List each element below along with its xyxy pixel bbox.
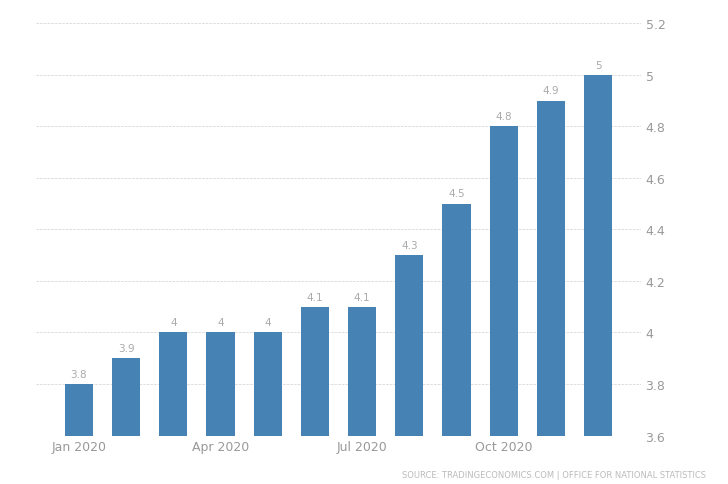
Bar [489,127,518,484]
Bar [159,333,188,484]
Text: 3.9: 3.9 [118,343,135,353]
Text: 4.8: 4.8 [496,112,512,122]
Text: 4: 4 [264,318,271,328]
Text: 5: 5 [595,60,601,71]
Text: 4.1: 4.1 [306,292,323,302]
Bar [348,307,376,484]
Text: 4.5: 4.5 [448,189,465,199]
Text: SOURCE: TRADINGECONOMICS.COM | OFFICE FOR NATIONAL STATISTICS: SOURCE: TRADINGECONOMICS.COM | OFFICE FO… [402,470,706,479]
Text: 4: 4 [170,318,177,328]
Bar [537,101,565,484]
Bar [301,307,329,484]
Bar [395,256,424,484]
Bar [65,384,93,484]
Text: 4: 4 [217,318,223,328]
Bar [253,333,282,484]
Text: 4.1: 4.1 [354,292,371,302]
Bar [206,333,234,484]
Bar [584,76,612,484]
Bar [112,359,141,484]
Bar [443,204,471,484]
Text: 3.8: 3.8 [71,369,87,379]
Text: 4.3: 4.3 [401,241,418,251]
Text: 4.9: 4.9 [542,86,559,96]
